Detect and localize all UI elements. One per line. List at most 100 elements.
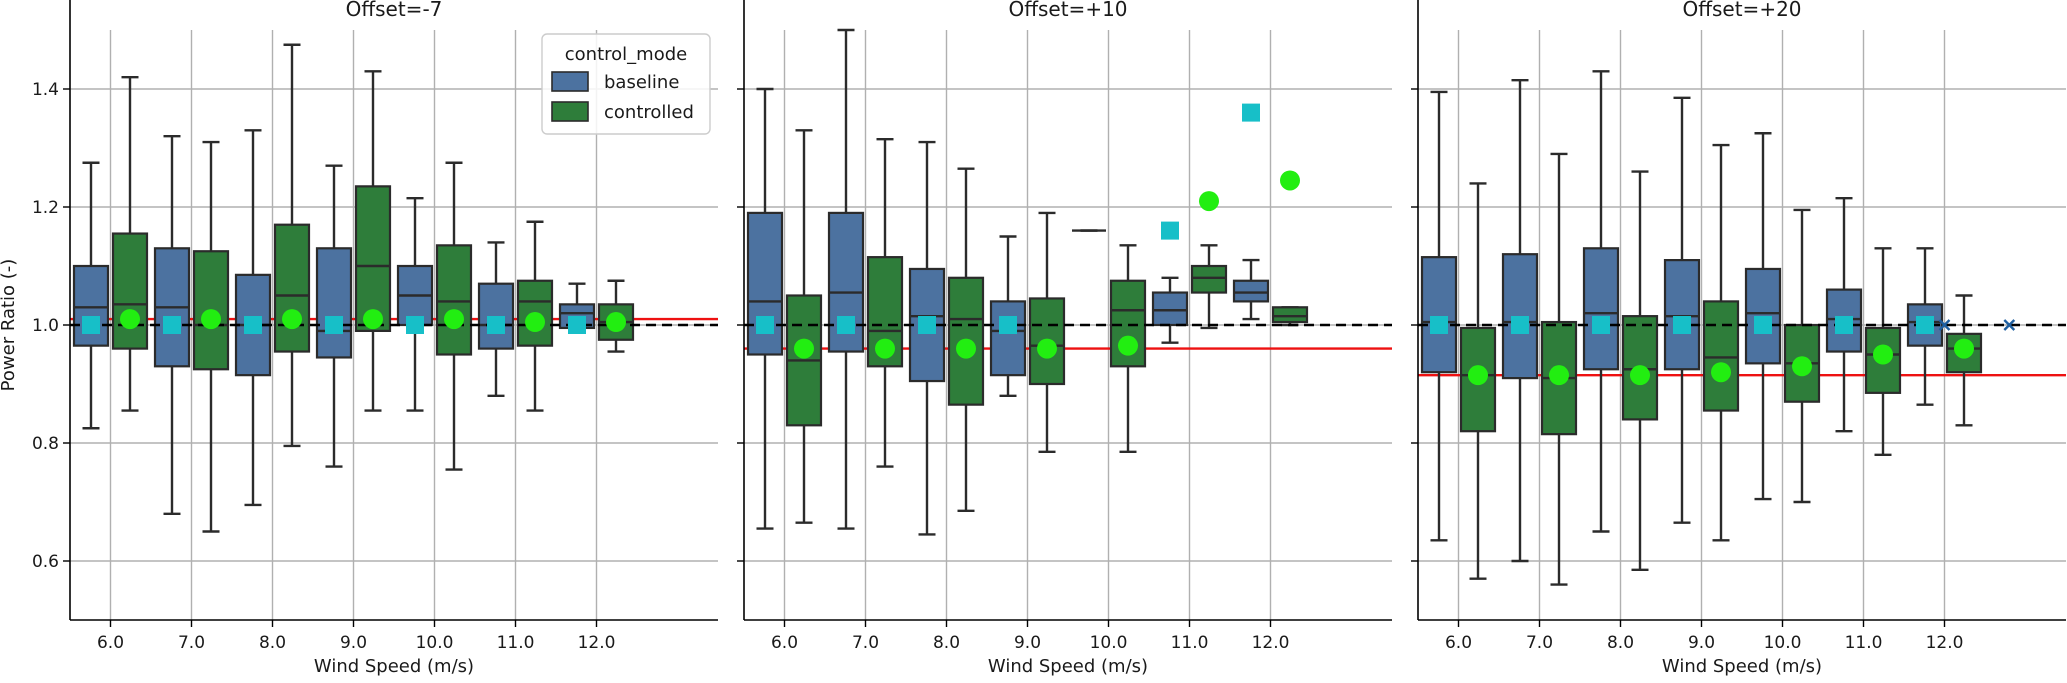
controlled-box-9.0 xyxy=(354,70,392,412)
x-tick-label: 11.0 xyxy=(497,633,535,653)
box-iqr xyxy=(315,247,353,359)
box-iqr xyxy=(989,300,1027,377)
controlled-mean-marker xyxy=(1199,191,1219,212)
box-iqr xyxy=(111,232,149,350)
y-tick-label: 1.2 xyxy=(32,198,59,218)
x-axis-label: Wind Speed (m/s) xyxy=(314,656,474,677)
baseline-box-8.0 xyxy=(908,140,946,536)
x-tick-label: 10.0 xyxy=(416,633,454,653)
baseline-mean-marker xyxy=(163,316,181,334)
x-tick-label: 11.0 xyxy=(1171,633,1209,653)
controlled-mean-marker xyxy=(444,309,464,330)
baseline-mean-marker xyxy=(325,316,343,334)
x-axis-label: Wind Speed (m/s) xyxy=(988,656,1148,677)
baseline-box-8.0 xyxy=(1582,70,1620,533)
baseline-box-6.0 xyxy=(746,87,784,530)
box-iqr xyxy=(1864,326,1902,394)
baseline-box-9.0 xyxy=(315,164,353,468)
baseline-box-6.0 xyxy=(1420,90,1458,542)
panel-2 xyxy=(737,0,1392,627)
baseline-mean-marker xyxy=(568,316,586,334)
baseline-box-11.0 xyxy=(1151,276,1189,344)
baseline-mean-marker xyxy=(1242,103,1260,122)
controlled-mean-marker xyxy=(1792,356,1812,377)
x-tick-label: 8.0 xyxy=(1607,633,1634,653)
baseline-mean-marker xyxy=(837,316,855,334)
x-tick-label: 6.0 xyxy=(97,633,124,653)
controlled-box-12.0 xyxy=(1271,306,1309,327)
box-iqr xyxy=(1109,279,1147,368)
baseline-mean-marker xyxy=(1430,316,1448,334)
controlled-mean-marker xyxy=(1280,170,1300,191)
x-tick-label: 7.0 xyxy=(1526,633,1553,653)
controlled-mean-marker xyxy=(1468,365,1488,386)
baseline-box-12.0 xyxy=(1232,258,1270,321)
x-axis-label: Wind Speed (m/s) xyxy=(1662,656,1822,677)
controlled-mean-marker xyxy=(956,338,976,359)
panel-title: Offset=+20 xyxy=(1682,0,1801,21)
box-iqr xyxy=(1663,259,1701,371)
x-tick-label: 10.0 xyxy=(1090,633,1128,653)
y-tick-label: 1.0 xyxy=(32,316,59,336)
x-tick-label: 8.0 xyxy=(259,633,286,653)
controlled-mean-marker xyxy=(794,338,814,359)
controlled-mean-marker xyxy=(1037,338,1057,359)
controlled-mean-marker xyxy=(363,309,383,330)
box-iqr xyxy=(1232,279,1270,303)
baseline-box-6.0 xyxy=(72,161,110,430)
controlled-mean-marker xyxy=(120,309,140,330)
controlled-mean-marker xyxy=(1630,365,1650,386)
controlled-mean-marker xyxy=(282,309,302,330)
y-tick-label: 0.6 xyxy=(32,552,59,572)
box-iqr xyxy=(435,244,473,356)
legend-title: control_mode xyxy=(565,44,687,65)
controlled-mean-marker xyxy=(875,338,895,359)
baseline-mean-marker xyxy=(406,316,424,334)
controlled-box-9.0 xyxy=(1702,143,1740,542)
x-tick-label: 10.0 xyxy=(1764,633,1802,653)
baseline-box-9.0 xyxy=(989,235,1027,397)
controlled-box-12.0 xyxy=(1945,294,1983,427)
controlled-mean-marker xyxy=(606,312,626,333)
x-tick-label: 6.0 xyxy=(1445,633,1472,653)
controlled-mean-marker xyxy=(1954,338,1974,359)
x-tick-label: 9.0 xyxy=(1014,633,1041,653)
controlled-box-8.0 xyxy=(273,43,311,448)
controlled-box-10.0 xyxy=(435,161,473,471)
flier-marker xyxy=(1938,319,1951,331)
baseline-box-7.0 xyxy=(1501,78,1539,563)
x-tick-label: 9.0 xyxy=(340,633,367,653)
panel-title: Offset=+10 xyxy=(1008,0,1127,21)
baseline-mean-marker xyxy=(1754,316,1772,334)
baseline-mean-marker xyxy=(1916,316,1934,334)
controlled-mean-marker xyxy=(525,312,545,333)
baseline-mean-marker xyxy=(487,316,505,334)
controlled-box-6.0 xyxy=(1459,182,1497,580)
controlled-box-10.0 xyxy=(1783,208,1821,504)
box-iqr xyxy=(273,223,311,353)
baseline-mean-marker xyxy=(1835,316,1853,334)
x-tick-label: 11.0 xyxy=(1845,633,1883,653)
legend xyxy=(541,33,711,135)
controlled-box-11.0 xyxy=(1864,247,1902,456)
x-tick-label: 7.0 xyxy=(852,633,879,653)
baseline-mean-marker xyxy=(1511,316,1529,334)
legend-label-baseline: baseline xyxy=(604,72,679,93)
box-iqr xyxy=(1582,247,1620,371)
y-tick-label: 1.4 xyxy=(32,80,59,100)
baseline-mean-marker xyxy=(756,316,774,334)
box-iqr xyxy=(1702,300,1740,412)
panel-3 xyxy=(1411,0,2066,627)
legend-swatch-controlled xyxy=(551,101,589,122)
box-iqr xyxy=(1420,256,1458,374)
box-iqr xyxy=(1190,264,1228,294)
baseline-box-10.0 xyxy=(1744,132,1782,501)
controlled-box-11.0 xyxy=(1190,244,1228,330)
controlled-box-7.0 xyxy=(1540,152,1578,586)
controlled-box-6.0 xyxy=(111,75,149,412)
controlled-box-7.0 xyxy=(866,137,904,468)
baseline-box-11.0 xyxy=(1825,196,1863,433)
panel-title: Offset=-7 xyxy=(346,0,443,21)
controlled-box-10.0 xyxy=(1109,244,1147,454)
